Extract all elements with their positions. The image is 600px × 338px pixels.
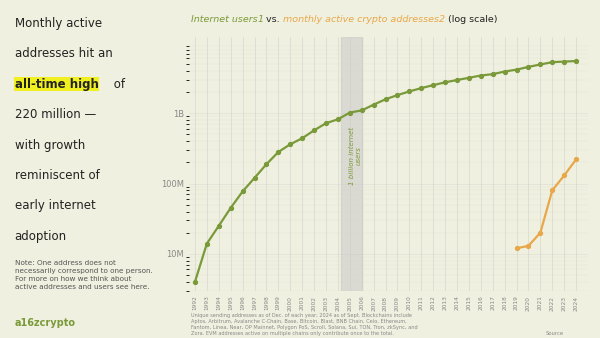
Text: 220 million —: 220 million — (14, 108, 96, 121)
Text: Note: One address does not
necessarily correspond to one person.
For more on how: Note: One address does not necessarily c… (14, 260, 152, 290)
Text: addresses hit an: addresses hit an (14, 47, 112, 60)
Text: monthly active crypto addresses: monthly active crypto addresses (283, 15, 439, 24)
Text: all-time high: all-time high (14, 78, 98, 91)
Text: vs.: vs. (263, 15, 283, 24)
Text: Internet users: Internet users (191, 15, 257, 24)
Text: 1 billion internet
users: 1 billion internet users (349, 126, 362, 185)
Text: early internet: early internet (14, 199, 95, 212)
Text: with growth: with growth (14, 139, 85, 151)
Text: adoption: adoption (14, 230, 67, 243)
Bar (341, 37, 362, 291)
Text: (log scale): (log scale) (445, 15, 497, 24)
Text: a16zcrypto: a16zcrypto (14, 318, 76, 328)
Text: 1: 1 (257, 15, 263, 24)
Text: Source: Source (546, 331, 564, 336)
Text: reminiscent of: reminiscent of (14, 169, 100, 182)
Text: Monthly active: Monthly active (14, 17, 102, 30)
Text: 2: 2 (439, 15, 445, 24)
Text: Unique sending addresses as of Dec. of each year; 2024 as of Sept. Blockchains i: Unique sending addresses as of Dec. of e… (191, 313, 418, 336)
Text: of: of (110, 78, 125, 91)
